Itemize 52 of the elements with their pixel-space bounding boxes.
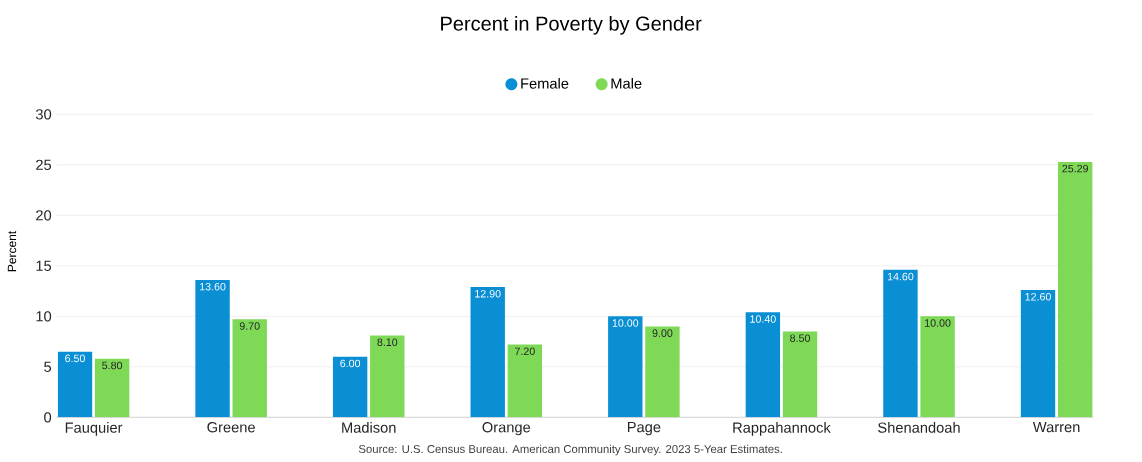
data-label: 12.60 <box>1025 292 1051 301</box>
source-note: Source: U.S. Census Bureau. American Community Survey. 2023 5-Year Estimates. <box>358 444 782 456</box>
data-label: 6.50 <box>65 354 85 363</box>
y-tick-label: 10 <box>36 311 52 322</box>
data-label: 25.29 <box>1062 164 1088 173</box>
y-tick-label: 25 <box>36 159 52 171</box>
data-label: 10.00 <box>612 319 639 327</box>
data-label: 9.70 <box>239 322 260 330</box>
legend-label: Male <box>611 77 642 89</box>
bar <box>920 316 955 418</box>
data-label: 5.80 <box>102 361 123 370</box>
bar <box>782 331 818 418</box>
x-tick-label: Warren <box>1032 422 1080 433</box>
x-tick-label: Orange <box>482 422 531 436</box>
bar <box>195 279 230 418</box>
bar <box>470 287 505 418</box>
data-label: 9.00 <box>652 329 673 337</box>
data-label: 7.20 <box>515 347 535 356</box>
data-label: 13.60 <box>200 282 226 291</box>
bar <box>1057 161 1093 418</box>
y-tick-label: 20 <box>36 210 52 221</box>
bar <box>332 356 368 418</box>
bar <box>232 319 267 418</box>
data-label: 8.50 <box>790 334 810 342</box>
y-tick-label: 15 <box>36 260 52 271</box>
bar <box>94 358 130 418</box>
data-label: 14.60 <box>887 272 914 281</box>
bar <box>645 326 680 418</box>
data-label: 12.90 <box>475 289 501 298</box>
chart-title: Percent in Poverty by Gender <box>441 16 702 35</box>
bar <box>507 344 543 418</box>
x-tick-label: Page <box>627 422 661 436</box>
x-tick-label: Shenandoah <box>878 422 960 433</box>
y-axis-title: Percent <box>7 230 17 272</box>
x-tick-label: Fauquier <box>65 422 123 436</box>
x-tick-label: Rappahannock <box>733 422 831 436</box>
y-tick-label: 30 <box>35 109 52 120</box>
data-label: 10.40 <box>750 315 776 323</box>
bar <box>370 335 405 418</box>
data-label: 6.00 <box>340 359 361 368</box>
x-tick-label: Madison <box>342 422 396 433</box>
bar <box>883 269 918 418</box>
data-label: 10.00 <box>925 319 951 327</box>
data-label: 8.10 <box>377 338 398 346</box>
x-tick-label: Greene <box>207 422 255 433</box>
bar <box>608 316 643 418</box>
bar <box>1020 290 1056 418</box>
y-tick-label: 5 <box>44 361 52 372</box>
bar <box>745 312 781 418</box>
legend-label: Female <box>521 77 569 89</box>
y-tick-label: 0 <box>44 412 52 423</box>
bar <box>57 351 93 418</box>
